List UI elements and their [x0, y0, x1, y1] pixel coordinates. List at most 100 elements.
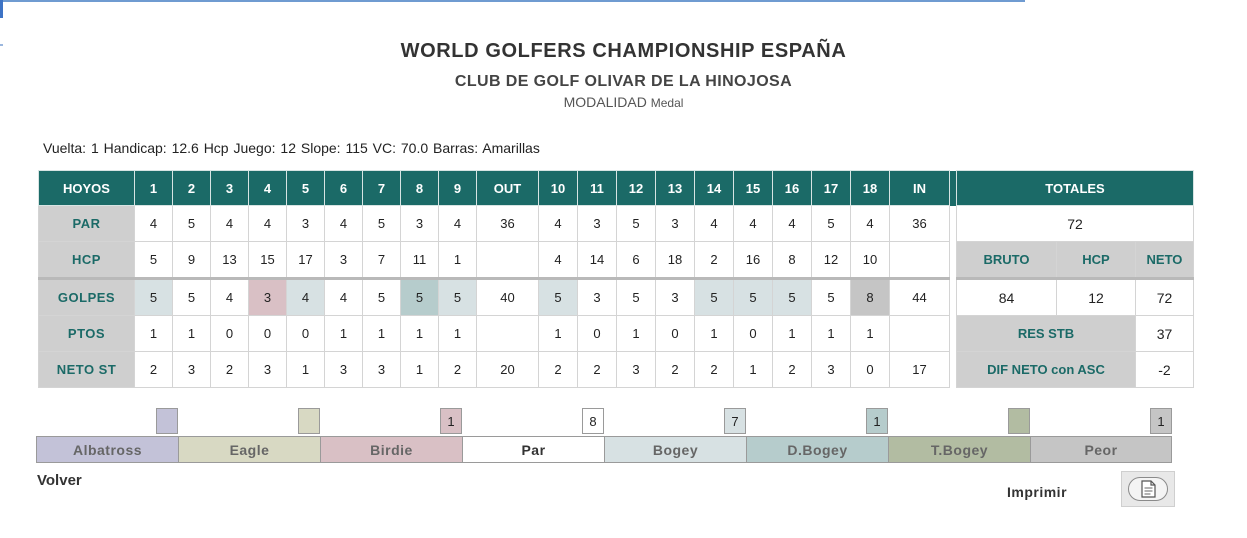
par-value: 5 — [362, 205, 401, 242]
hole-number: 3 — [210, 170, 249, 206]
strokes-value: 3 — [577, 278, 617, 316]
hole-number: 16 — [772, 170, 812, 206]
strokes-value: 5 — [772, 278, 812, 316]
res-stb-value: 37 — [1135, 315, 1194, 352]
strokes-value: 3 — [248, 278, 287, 316]
neto-st-value: 3 — [172, 351, 211, 388]
hcp-total-label: HCP — [1056, 241, 1136, 280]
strokes-value: 4 — [286, 278, 325, 316]
par-value: 4 — [210, 205, 249, 242]
legend-tbogey-count — [1008, 408, 1030, 434]
hcp-value: 10 — [850, 241, 890, 280]
points-value: 1 — [172, 315, 211, 352]
legend-bogey: Bogey — [604, 436, 746, 463]
legend-birdie: Birdie — [320, 436, 462, 463]
hcp-value: 6 — [616, 241, 656, 280]
hcp-row: HCP 5 9 13 15 17 3 7 11 1 4 14 6 18 2 16 8 12 10 BRUTO HCP NE… — [38, 241, 1194, 280]
column-gap — [949, 205, 957, 242]
par-value: 3 — [400, 205, 439, 242]
par-value: 4 — [850, 205, 890, 242]
legend-peor-count: 1 — [1150, 408, 1172, 434]
hole-number: 5 — [286, 170, 325, 206]
points-value: 1 — [694, 315, 734, 352]
points-value: 0 — [286, 315, 325, 352]
hcp-value — [889, 241, 950, 280]
hcp-value: 11 — [400, 241, 439, 280]
print-button[interactable] — [1121, 471, 1175, 507]
points-value: 1 — [811, 315, 851, 352]
hoyos-row-label: HOYOS — [38, 170, 135, 206]
strokes-value: 44 — [889, 278, 950, 316]
par-value: 4 — [694, 205, 734, 242]
hole-number: 18 — [850, 170, 890, 206]
hole-number: 11 — [577, 170, 617, 206]
hole-number: 12 — [616, 170, 656, 206]
strokes-value: 5 — [400, 278, 439, 316]
neto-st-value: 2 — [577, 351, 617, 388]
hcp-value: 8 — [772, 241, 812, 280]
strokes-value: 5 — [811, 278, 851, 316]
par-value: 4 — [134, 205, 173, 242]
par-value: 3 — [577, 205, 617, 242]
neto-st-value: 3 — [248, 351, 287, 388]
strokes-value: 4 — [210, 278, 249, 316]
par-value: 36 — [889, 205, 950, 242]
hcp-value: 1 — [438, 241, 477, 280]
points-value: 1 — [538, 315, 578, 352]
strokes-value: 5 — [694, 278, 734, 316]
neto-st-value: 0 — [850, 351, 890, 388]
hcp-value: 13 — [210, 241, 249, 280]
par-value: 4 — [248, 205, 287, 242]
strokes-value: 3 — [655, 278, 695, 316]
hole-number: IN — [889, 170, 950, 206]
bruto-value: 84 — [956, 278, 1057, 316]
dif-neto-value: -2 — [1135, 351, 1194, 388]
strokes-value: 5 — [616, 278, 656, 316]
neto-label: NETO — [1135, 241, 1194, 280]
document-icon — [1141, 480, 1156, 498]
hole-number: OUT — [476, 170, 539, 206]
legend-bogey-count: 7 — [724, 408, 746, 434]
golpes-row-label: GOLPES — [38, 278, 135, 316]
neto-st-value: 3 — [362, 351, 401, 388]
legend-albatross: Albatross — [36, 436, 178, 463]
points-value: 1 — [324, 315, 363, 352]
par-value: 5 — [811, 205, 851, 242]
strokes-value: 8 — [850, 278, 890, 316]
modalidad-label: MODALIDAD — [563, 94, 647, 110]
hole-number: 8 — [400, 170, 439, 206]
ptos-row: PTOS 1 1 0 0 0 1 1 1 1 1 0 1 0 1 0 1 1 1 RES STB 37 — [38, 315, 1194, 352]
hole-number: 7 — [362, 170, 401, 206]
points-value — [476, 315, 539, 352]
legend-albatross-count — [156, 408, 178, 434]
imprimir-label[interactable]: Imprimir — [1007, 484, 1068, 500]
bruto-label: BRUTO — [956, 241, 1057, 280]
top-rule — [0, 0, 1025, 2]
legend-peor: Peor — [1030, 436, 1172, 463]
par-value: 5 — [616, 205, 656, 242]
hcp-value: 3 — [324, 241, 363, 280]
neto-st-value: 17 — [889, 351, 950, 388]
par-value: 4 — [438, 205, 477, 242]
golpes-row: GOLPES 5 5 4 3 4 4 5 5 5 40 5 3 5 3 5 5 5 5 8 44 84 12 72 — [38, 278, 1194, 316]
hcp-value: 12 — [811, 241, 851, 280]
neto-row-label: NETO ST — [38, 351, 135, 388]
column-gap — [949, 278, 957, 316]
neto-st-value: 2 — [210, 351, 249, 388]
points-value: 0 — [733, 315, 773, 352]
print-button-frame — [1128, 477, 1168, 501]
par-value: 5 — [172, 205, 211, 242]
par-value: 3 — [655, 205, 695, 242]
round-info: Vuelta: 1 Handicap: 12.6 Hcp Juego: 12 S… — [43, 140, 540, 156]
res-stb-label: RES STB — [956, 315, 1136, 352]
volver-link[interactable]: Volver — [37, 472, 82, 489]
score-legend: Albatross Eagle Birdie 1 Par 8 Bogey 7 D.Bogey 1 T… — [36, 408, 1172, 464]
neto-st-value: 2 — [772, 351, 812, 388]
legend-par: Par — [462, 436, 604, 463]
neto-st-value: 2 — [134, 351, 173, 388]
strokes-value: 5 — [172, 278, 211, 316]
hole-number: 13 — [655, 170, 695, 206]
par-value: 4 — [538, 205, 578, 242]
neto-row: NETO ST 2 3 2 3 1 3 3 1 2 20 2 2 3 2 2 1 2 3 0 17 DIF NETO co… — [38, 351, 1194, 388]
strokes-value: 4 — [324, 278, 363, 316]
